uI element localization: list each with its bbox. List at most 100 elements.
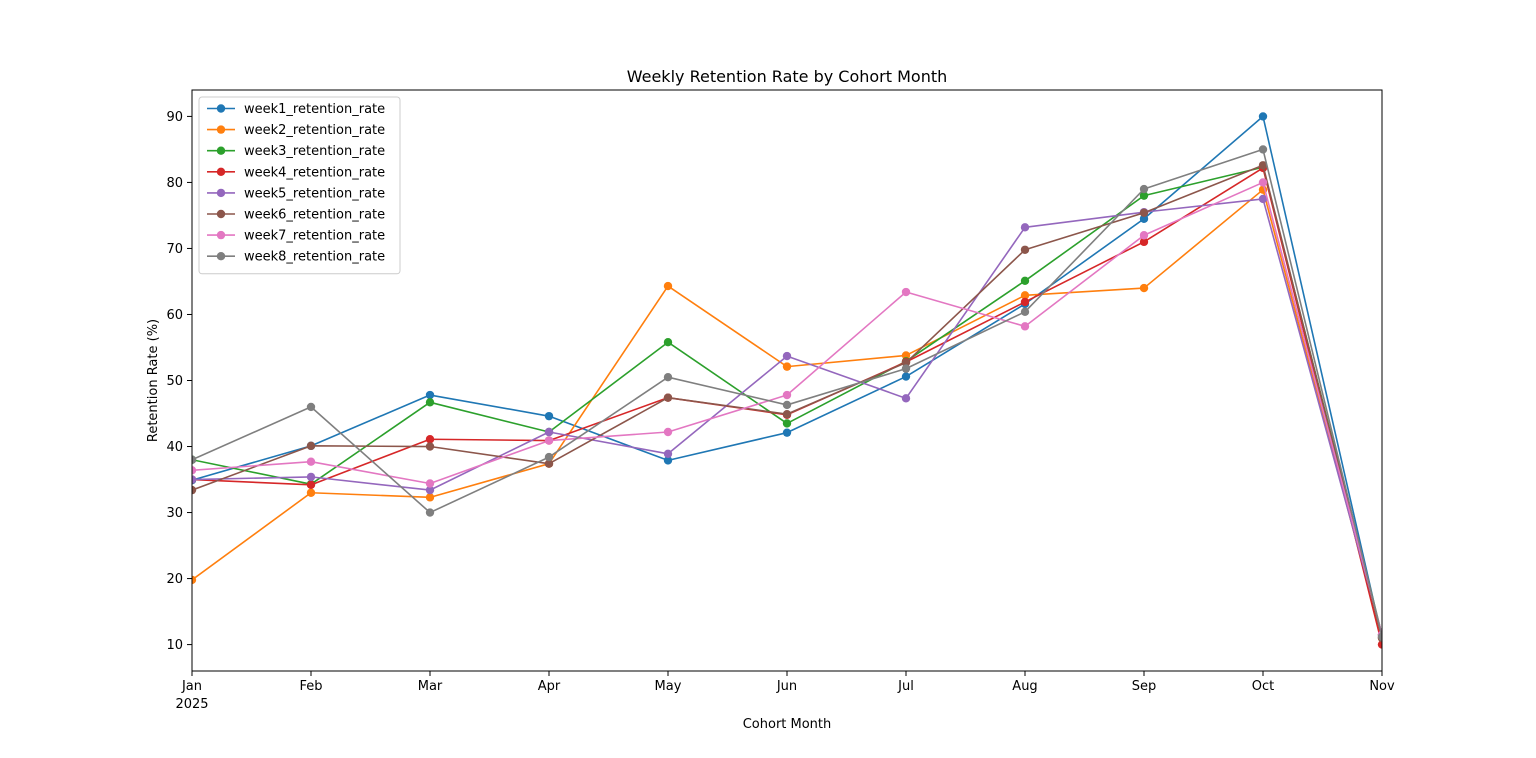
data-point-week1-retention-rate [901, 372, 911, 381]
data-point-week5-retention-rate [663, 449, 673, 458]
y-tick-label: 30 [166, 506, 183, 521]
data-point-week8-retention-rate [1258, 145, 1268, 154]
data-point-week6-retention-rate [782, 409, 792, 419]
data-point-week4-retention-rate [425, 435, 435, 444]
data-point-week5-retention-rate [1020, 223, 1030, 232]
data-point-week4-retention-rate [1020, 297, 1030, 307]
series-group [192, 112, 1382, 649]
data-point-week5-retention-rate [1258, 194, 1268, 204]
data-point-week8-retention-rate [306, 402, 316, 412]
data-point-week4-retention-rate [306, 480, 316, 490]
data-point-week3-retention-rate [1139, 191, 1149, 200]
legend-label: week7_retention_rate [244, 229, 385, 244]
y-axis-title: Retention Rate (%) [146, 319, 161, 442]
legend-swatch-marker [216, 230, 226, 240]
data-point-week2-retention-rate [306, 488, 316, 497]
data-point-week7-retention-rate [544, 436, 554, 445]
data-point-week2-retention-rate [782, 362, 792, 371]
legend-swatch-marker [216, 146, 226, 155]
data-point-week2-retention-rate [901, 351, 911, 360]
x-tick-label: Sep [1132, 679, 1157, 694]
legend-swatch-marker [216, 209, 226, 219]
data-point-week6-retention-rate [1258, 161, 1268, 170]
data-point-week8-retention-rate [425, 508, 435, 517]
data-point-week4-retention-rate [1377, 640, 1382, 649]
y-tick-label: 70 [166, 242, 183, 257]
x-axis-year-label: 2025 [175, 697, 208, 712]
data-point-week7-retention-rate [425, 479, 435, 488]
y-tick-label: 40 [166, 440, 183, 455]
legend-swatch-marker [216, 188, 226, 198]
data-point-week5-retention-rate [901, 394, 911, 403]
y-tick-label: 20 [166, 572, 183, 587]
x-tick-label: Apr [538, 679, 561, 694]
legend-swatch-marker [216, 125, 226, 134]
data-point-week7-retention-rate [306, 457, 316, 466]
y-tick-label: 50 [166, 374, 183, 389]
data-point-week2-retention-rate [663, 281, 673, 291]
y-tick-label: 10 [166, 638, 183, 653]
plot-marks [192, 112, 1382, 649]
data-point-week6-retention-rate [901, 358, 911, 367]
data-point-week5-retention-rate [192, 475, 197, 484]
data-point-week1-retention-rate [782, 428, 792, 437]
data-point-week7-retention-rate [1020, 322, 1030, 331]
x-tick-label: May [655, 679, 682, 694]
legend-swatch-marker [216, 252, 226, 261]
chart-title: Weekly Retention Rate by Cohort Month [627, 67, 948, 86]
data-point-week5-retention-rate [544, 427, 554, 437]
legend-frame [198, 96, 401, 275]
x-axis: Jan Feb Mar Apr May Jun Jul Aug Sep Oct Nov [181, 671, 1395, 694]
data-point-week8-retention-rate [1377, 632, 1382, 641]
data-point-week3-retention-rate [1020, 276, 1030, 286]
y-axis: 10 20 30 40 50 60 70 80 90 [166, 110, 192, 653]
data-point-week3-retention-rate [663, 338, 673, 347]
y-tick-label: 90 [166, 110, 183, 125]
data-point-week6-retention-rate [663, 393, 673, 402]
x-tick-label: Aug [1012, 679, 1037, 694]
x-tick-label: Jul [897, 679, 914, 694]
data-point-week8-retention-rate [663, 372, 673, 382]
x-tick-label: Feb [299, 679, 322, 694]
data-point-week8-retention-rate [544, 452, 554, 462]
data-point-week3-retention-rate [425, 398, 435, 407]
data-point-week7-retention-rate [782, 390, 792, 400]
data-point-week5-retention-rate [425, 485, 435, 495]
legend-swatch-marker [216, 104, 226, 113]
data-point-week4-retention-rate [1139, 237, 1149, 247]
legend-label: week1_retention_rate [244, 102, 385, 117]
data-point-week6-retention-rate [425, 442, 435, 451]
legend: week1_retention_rate week2_retention_rate… [198, 96, 401, 275]
x-tick-label: Mar [418, 679, 443, 694]
data-point-week5-retention-rate [306, 472, 316, 482]
legend-label: week3_retention_rate [244, 144, 385, 159]
x-tick-label: Oct [1252, 679, 1274, 694]
data-point-week5-retention-rate [782, 351, 792, 361]
x-tick-label: Nov [1369, 679, 1395, 694]
data-point-week7-retention-rate [663, 427, 673, 437]
legend-label: week5_retention_rate [244, 186, 385, 201]
data-point-week7-retention-rate [1258, 178, 1268, 187]
data-point-week1-retention-rate [425, 390, 435, 400]
data-point-week2-retention-rate [425, 493, 435, 502]
data-point-week7-retention-rate [1139, 231, 1149, 240]
data-point-week7-retention-rate [192, 466, 197, 475]
data-point-week6-retention-rate [544, 459, 554, 468]
data-point-week8-retention-rate [901, 364, 911, 373]
x-axis-title: Cohort Month [743, 717, 832, 732]
data-point-week6-retention-rate [1020, 245, 1030, 254]
y-tick-label: 60 [166, 308, 183, 323]
data-point-week1-retention-rate [1258, 112, 1268, 121]
data-point-week6-retention-rate [192, 485, 197, 495]
legend-label: week2_retention_rate [244, 123, 385, 138]
data-point-week8-retention-rate [782, 400, 792, 410]
data-point-week2-retention-rate [1020, 291, 1030, 300]
data-point-week1-retention-rate [544, 411, 554, 421]
data-point-week6-retention-rate [1139, 208, 1149, 218]
data-point-week1-retention-rate [1139, 214, 1149, 223]
y-tick-label: 80 [166, 176, 183, 191]
data-point-week8-retention-rate [192, 455, 197, 464]
data-point-week8-retention-rate [1139, 184, 1149, 194]
